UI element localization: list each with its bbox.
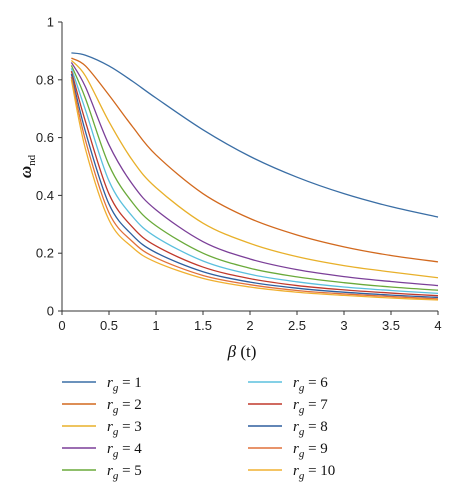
legend-item: rg = 3: [62, 419, 142, 438]
y-tick-label: 1: [47, 15, 54, 30]
legend-label: rg = 1: [107, 375, 142, 394]
series-line-5: [70, 65, 439, 291]
legend-label: rg = 4: [107, 441, 142, 460]
legend-label: rg = 7: [293, 397, 328, 416]
x-tick-label: 3: [340, 318, 347, 333]
legend-item: rg = 9: [248, 441, 328, 460]
legend: rg = 1 rg = 2 rg = 3 rg = 4 rg = 5 rg = 6 rg =…: [62, 375, 335, 482]
legend-item: rg = 2: [62, 397, 142, 416]
legend-item: rg = 4: [62, 441, 142, 460]
series-line-6: [70, 68, 439, 295]
axis-labels: β (t) ωnd: [16, 154, 256, 361]
legend-label: rg = 3: [107, 419, 142, 438]
series-line-10: [70, 79, 439, 301]
x-tick-label: 1.5: [194, 318, 212, 333]
tick-labels: 0 0.5 1 1.5 2 2.5 3 3.5 4 0 0.2 0.4 0.6 0.8 1: [36, 15, 442, 334]
legend-label: rg = 10: [293, 463, 335, 482]
series-lines: [70, 52, 439, 301]
legend-item: rg = 5: [62, 463, 142, 482]
y-tick-label: 0.2: [36, 246, 54, 261]
series-line-4: [70, 62, 439, 287]
legend-label: rg = 5: [107, 463, 142, 482]
x-tick-label: 1: [152, 318, 159, 333]
series-line-9: [70, 76, 439, 300]
series-line-3: [70, 59, 439, 279]
x-tick-label: 2: [246, 318, 253, 333]
x-tick-label: 3.5: [382, 318, 400, 333]
legend-item: rg = 7: [248, 397, 328, 416]
y-tick-label: 0: [47, 304, 54, 319]
x-axis-label: β (t): [227, 342, 257, 361]
legend-label: rg = 9: [293, 441, 328, 460]
x-tick-label: 4: [434, 318, 441, 333]
x-tick-label: 0: [58, 318, 65, 333]
legend-label: rg = 2: [107, 397, 142, 416]
legend-label: rg = 8: [293, 419, 328, 438]
series-line-2: [71, 57, 439, 263]
y-tick-label: 0.4: [36, 188, 54, 203]
x-tick-label: 2.5: [288, 318, 306, 333]
series-line-1: [71, 52, 439, 218]
y-tick-label: 0.6: [36, 130, 54, 145]
y-axis-label: ωnd: [16, 154, 38, 178]
series-line-7: [70, 70, 439, 297]
legend-label: rg = 6: [293, 375, 328, 394]
legend-item: rg = 8: [248, 419, 328, 438]
x-tick-label: 0.5: [100, 318, 118, 333]
legend-item: rg = 6: [248, 375, 328, 394]
series-line-8: [70, 73, 439, 299]
legend-item: rg = 1: [62, 375, 142, 394]
y-tick-label: 0.8: [36, 72, 54, 87]
legend-item: rg = 10: [248, 463, 335, 482]
